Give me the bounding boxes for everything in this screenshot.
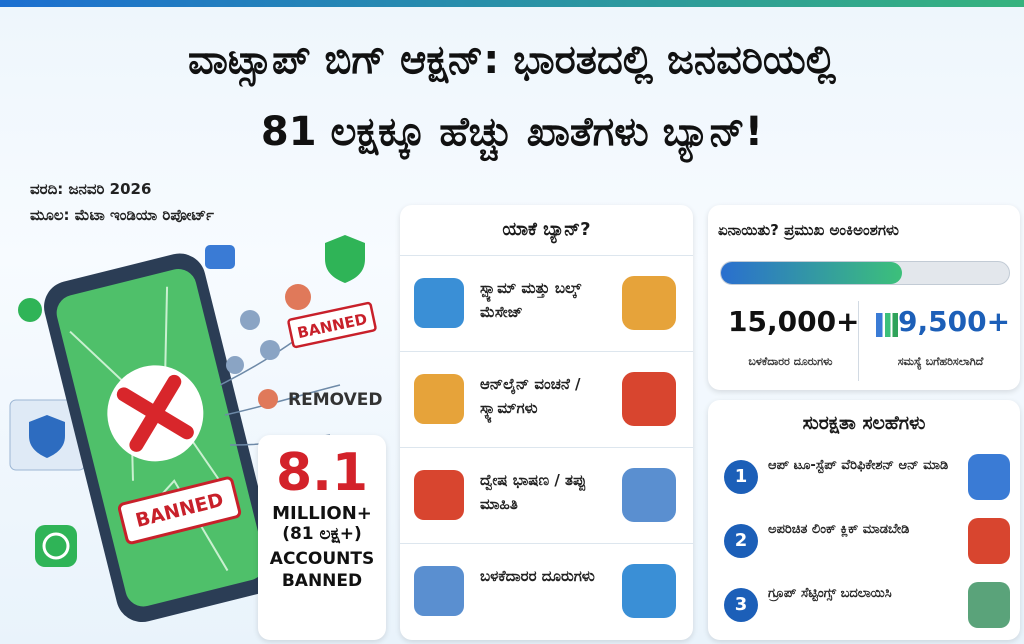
stat-local: (81 ಲಕ್ಷ+) <box>282 524 362 544</box>
source: ಮೂಲ: ಮೆಟಾ ಇಂಡಿಯಾ ರಿಪೋರ್ಟ್ <box>30 206 214 224</box>
stat-value: 15,000+ <box>728 305 860 338</box>
tips-panel: ಸುರಕ್ಷತಾ ಸಲಹೆಗಳು 1 ಆಪ್ ಟೂ-ಸ್ಟೆಪ್ ವೆರಿಫಿಕೇ… <box>708 400 1020 640</box>
tip-icon <box>968 518 1010 564</box>
reason-text: ದ್ವೇಷ ಭಾಷಣ / ತಪ್ಪು ಮಾಹಿತಿ <box>480 471 587 513</box>
stat-label: ಬಳಕೆದಾರರ ದೂರುಗಳು <box>748 355 833 368</box>
stat-value: 9,500+ <box>898 305 1011 338</box>
reason-row: ಬಳಕೆದಾರರ ದೂರುಗಳು <box>400 543 693 643</box>
tip-text: ಆಪ್ ಟೂ-ಸ್ಟೆಪ್ ವೆರಿಫಿಕೇಶನ್ ಆನ್ ಮಾಡಿ <box>768 458 949 473</box>
removed-label: REMOVED <box>288 390 383 410</box>
tip-text: ಅಪರಿಚಿತ ಲಿಂಕ್ ಕ್ಲಿಕ್ ಮಾಡಬೇಡಿ <box>768 522 910 537</box>
progress-fill <box>721 262 903 284</box>
reason-text: ಬಳಕೆದಾರರ ದೂರುಗಳು <box>480 567 595 585</box>
tip-text: ಗ್ರೂಪ್ ಸೆಟ್ಟಿಂಗ್ಸ್ ಬದಲಾಯಿಸಿ <box>768 586 892 601</box>
stat-caption: ACCOUNTS BANNED <box>269 549 375 591</box>
tip-row: 3 ಗ್ರೂಪ್ ಸೆಟ್ಟಿಂಗ್ಸ್ ಬದಲಾಯಿಸಿ <box>718 576 1010 638</box>
tip-icon <box>968 454 1010 500</box>
panel-title: ಏನಾಯಿತು? ಪ್ರಮುಖ ಅಂಕಿಅಂಶಗಳು <box>718 221 899 239</box>
tip-row: 2 ಅಪರಿಚಿತ ಲಿಂಕ್ ಕ್ಲಿಕ್ ಮಾಡಬೇಡಿ <box>718 512 1010 574</box>
top-bar <box>0 0 1024 7</box>
reason-icon <box>622 564 676 618</box>
reason-text: ಆನ್‌ಲೈನ್ ವಂಚನೆ / ಸ್ಕ್ಯಾಮ್‌ಗಳು <box>480 375 581 417</box>
progress-track <box>720 261 1010 285</box>
stat-number: 8.1 <box>275 443 369 503</box>
tip-number: 1 <box>724 460 758 494</box>
divider <box>858 301 859 381</box>
title-line: 81 ಲಕ್ಷಕ್ಕೂ ಹೆಚ್ಚು ಖಾತೆಗಳು ಬ್ಯಾನ್! <box>260 109 764 155</box>
panel-title: ಯಾಕೆ ಬ್ಯಾನ್? <box>502 219 591 240</box>
reason-icon <box>414 278 464 328</box>
stat-label: ಸಮಸ್ಯೆ ಬಗೆಹರಿಸಲಾಗಿದೆ <box>897 355 984 368</box>
reason-row: ಸ್ಪ್ಯಾಮ್ ಮತ್ತು ಬಲ್ಕ್ ಮೆಸೇಜ್ <box>400 255 693 355</box>
reason-icon <box>414 374 464 424</box>
headline-stat-card: 8.1 MILLION+ (81 ಲಕ್ಷ+) ACCOUNTS BANNED <box>258 435 386 640</box>
reason-icon <box>414 566 464 616</box>
growth-icon <box>876 313 898 337</box>
reason-icon <box>414 470 464 520</box>
reason-icon <box>622 372 676 426</box>
title-line: ವಾಟ್ಸಾಪ್ ಬಿಗ್ ಆಕ್ಷನ್: ಭಾರತದಲ್ಲಿ ಜನವರಿಯಲ್… <box>188 37 836 83</box>
reasons-panel: ಯಾಕೆ ಬ್ಯಾನ್? ಸ್ಪ್ಯಾಮ್ ಮತ್ತು ಬಲ್ಕ್ ಮೆಸೇಜ್… <box>400 205 693 640</box>
tip-number: 3 <box>724 588 758 622</box>
tip-number: 2 <box>724 524 758 558</box>
tip-icon <box>968 582 1010 628</box>
reason-icon <box>622 468 676 522</box>
reason-icon <box>622 276 676 330</box>
stat-unit: MILLION+ <box>272 503 372 524</box>
panel-title: ಸುರಕ್ಷತಾ ಸಲಹೆಗಳು <box>802 412 926 434</box>
reason-row: ದ್ವೇಷ ಭಾಷಣ / ತಪ್ಪು ಮಾಹಿತಿ <box>400 447 693 547</box>
key-stats-panel: ಏನಾಯಿತು? ಪ್ರಮುಖ ಅಂಕಿಅಂಶಗಳು 15,000+ ಬಳಕೆದಾ… <box>708 205 1020 390</box>
tip-row: 1 ಆಪ್ ಟೂ-ಸ್ಟೆಪ್ ವೆರಿಫಿಕೇಶನ್ ಆನ್ ಮಾಡಿ <box>718 448 1010 510</box>
reason-text: ಸ್ಪ್ಯಾಮ್ ಮತ್ತು ಬಲ್ಕ್ ಮೆಸೇಜ್ <box>480 279 582 321</box>
reason-row: ಆನ್‌ಲೈನ್ ವಂಚನೆ / ಸ್ಕ್ಯಾಮ್‌ಗಳು <box>400 351 693 451</box>
report-date: ವರದಿ: ಜನವರಿ 2026 <box>30 180 152 198</box>
illustration: BANNED BANNED REMOVED <box>9 235 383 622</box>
